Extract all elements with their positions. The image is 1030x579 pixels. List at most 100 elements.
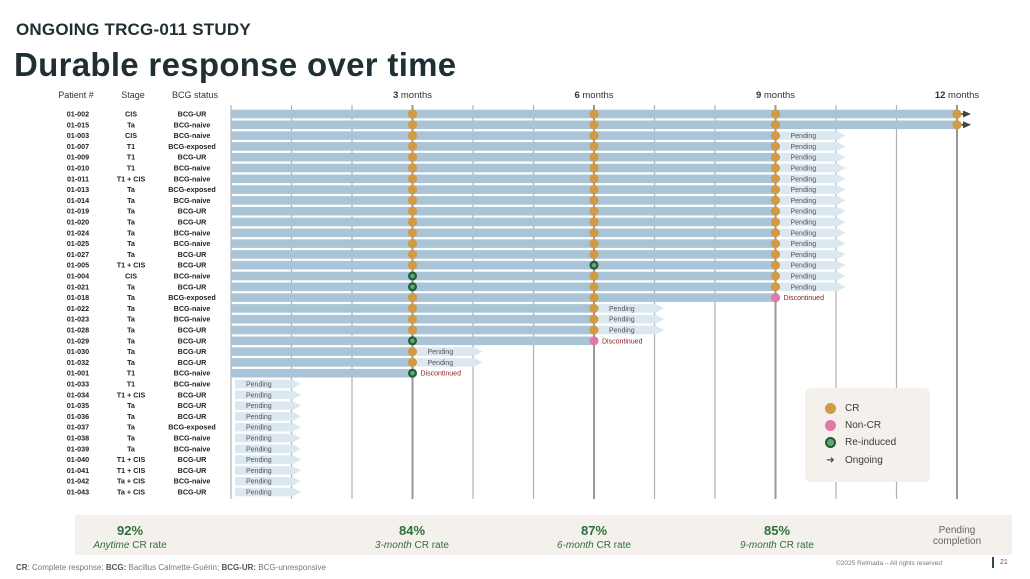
- row-bcg: BCG-UR: [178, 358, 208, 367]
- cr-marker: [770, 228, 781, 238]
- row-patient-id: 01-014: [67, 196, 89, 205]
- pending-arrow: [837, 282, 846, 292]
- cr-marker: [407, 357, 418, 367]
- row-stage: Ta: [127, 196, 136, 205]
- cr-marker: [407, 174, 418, 184]
- row-bcg: BCG-exposed: [168, 142, 216, 151]
- stat-6m: 87% 6-month CR rate: [524, 515, 664, 551]
- reinduced-marker: [408, 368, 418, 378]
- pending-label: Pending: [791, 187, 817, 194]
- cr-marker: [770, 163, 781, 173]
- row-patient-id: 01-022: [67, 304, 89, 313]
- row-bar: [231, 368, 413, 378]
- stat-3m-label: CR rate: [411, 540, 449, 551]
- row-bcg: BCG-UR: [178, 466, 208, 475]
- row-bcg: BCG-UR: [178, 282, 208, 291]
- reinduced-marker: [589, 260, 599, 270]
- pending-arrow: [837, 185, 846, 194]
- row-stage: Ta: [127, 207, 136, 216]
- row-bar: [231, 152, 776, 162]
- cr-marker: [589, 303, 599, 313]
- row-bar: [231, 260, 776, 270]
- row-patient-id: 01-024: [67, 228, 89, 237]
- row-patient-id: 01-042: [67, 477, 89, 486]
- row-stage: Ta: [127, 304, 136, 313]
- row-stage: Ta: [127, 336, 136, 345]
- noncr-marker-icon: [825, 419, 836, 431]
- pending-bar: [779, 131, 838, 140]
- row-bcg: BCG-naive: [174, 120, 211, 129]
- pending-bar: [235, 466, 293, 475]
- pending-label: Pending: [246, 382, 272, 389]
- row-bcg: BCG-naive: [174, 304, 211, 313]
- row-stage: Ta: [127, 228, 136, 237]
- pending-bar: [779, 174, 838, 184]
- row-bcg: BCG-naive: [174, 272, 211, 281]
- cr-marker: [407, 347, 418, 357]
- summary-strip: 92% Anytime CR rate 84% 3-month CR rate …: [75, 515, 1012, 555]
- legend-noncr-label: Non-CR: [845, 419, 882, 431]
- stat-9m-label: CR rate: [776, 540, 814, 551]
- row-bar: [231, 185, 776, 194]
- row-stage: Ta: [127, 282, 136, 291]
- row-bar: [231, 293, 776, 302]
- pending-bar: [779, 271, 838, 281]
- row-stage: T1 + CIS: [117, 174, 146, 183]
- row-bcg: BCG-UR: [178, 412, 208, 421]
- pending-arrow: [293, 433, 301, 443]
- pending-label: Pending: [246, 479, 272, 486]
- row-stage: Ta: [127, 293, 136, 302]
- row-patient-id: 01-043: [67, 488, 89, 497]
- row-bcg: BCG-UR: [178, 207, 208, 216]
- kicker: ONGOING TRCG-011 STUDY: [16, 20, 251, 39]
- row-patient-id: 01-040: [67, 455, 89, 464]
- pending-label: Pending: [791, 220, 817, 227]
- pending-bar: [416, 358, 475, 367]
- cr-marker: [407, 314, 418, 324]
- milestone-num: 9: [756, 90, 761, 101]
- legend: CR Non-CR Re-induced ➜ Ongoing: [805, 388, 930, 482]
- cr-marker: [589, 163, 599, 173]
- pending-label: Pending: [791, 230, 817, 237]
- cr-marker: [770, 152, 781, 162]
- row-bcg: BCG-exposed: [168, 185, 216, 194]
- row-bar: [231, 206, 776, 216]
- pending-bar: [235, 476, 293, 486]
- pending-arrow: [837, 239, 846, 248]
- cr-marker: [589, 141, 599, 151]
- cr-marker: [770, 109, 781, 119]
- row-stage: T1: [127, 142, 135, 151]
- row-stage: Ta: [127, 423, 136, 432]
- cr-marker: [770, 271, 781, 281]
- row-bar: [231, 131, 776, 140]
- row-patient-id: 01-013: [67, 185, 89, 194]
- pending-bar: [235, 412, 293, 421]
- pending-label: Pending: [791, 133, 817, 140]
- row-bcg: BCG-exposed: [168, 293, 216, 302]
- pending-arrow: [656, 325, 664, 335]
- row-stage: T1 + CIS: [117, 455, 146, 464]
- cr-marker: [589, 206, 599, 216]
- row-patient-id: 01-029: [67, 336, 89, 345]
- fn-cr-val: : Complete response;: [27, 563, 106, 572]
- discontinued-label: Discontinued: [602, 338, 643, 345]
- row-stage: Ta: [127, 250, 136, 259]
- pending-bar: [235, 422, 293, 432]
- cr-marker: [770, 195, 781, 205]
- stat-9m-pct: 85%: [763, 523, 791, 538]
- swimmer-plot: Patient # Stage BCG status 3 months 6 months…: [58, 90, 979, 499]
- cr-marker: [407, 325, 418, 335]
- pending-bar: [416, 347, 475, 356]
- stat-6m-label: CR rate: [593, 540, 631, 551]
- row-patient-id: 01-002: [67, 110, 89, 119]
- cr-marker: [589, 152, 599, 162]
- row-patient-id: 01-010: [67, 164, 89, 173]
- pending-label: Pending: [428, 360, 454, 367]
- row-patient-id: 01-018: [67, 293, 89, 302]
- legend-cr-label: CR: [845, 402, 860, 414]
- pending-label: Pending: [791, 144, 817, 151]
- stat-anytime-pct: 92%: [116, 523, 144, 538]
- cr-marker: [589, 174, 599, 184]
- row-patient-id: 01-025: [67, 239, 89, 248]
- row-stage: T1 + CIS: [117, 390, 146, 399]
